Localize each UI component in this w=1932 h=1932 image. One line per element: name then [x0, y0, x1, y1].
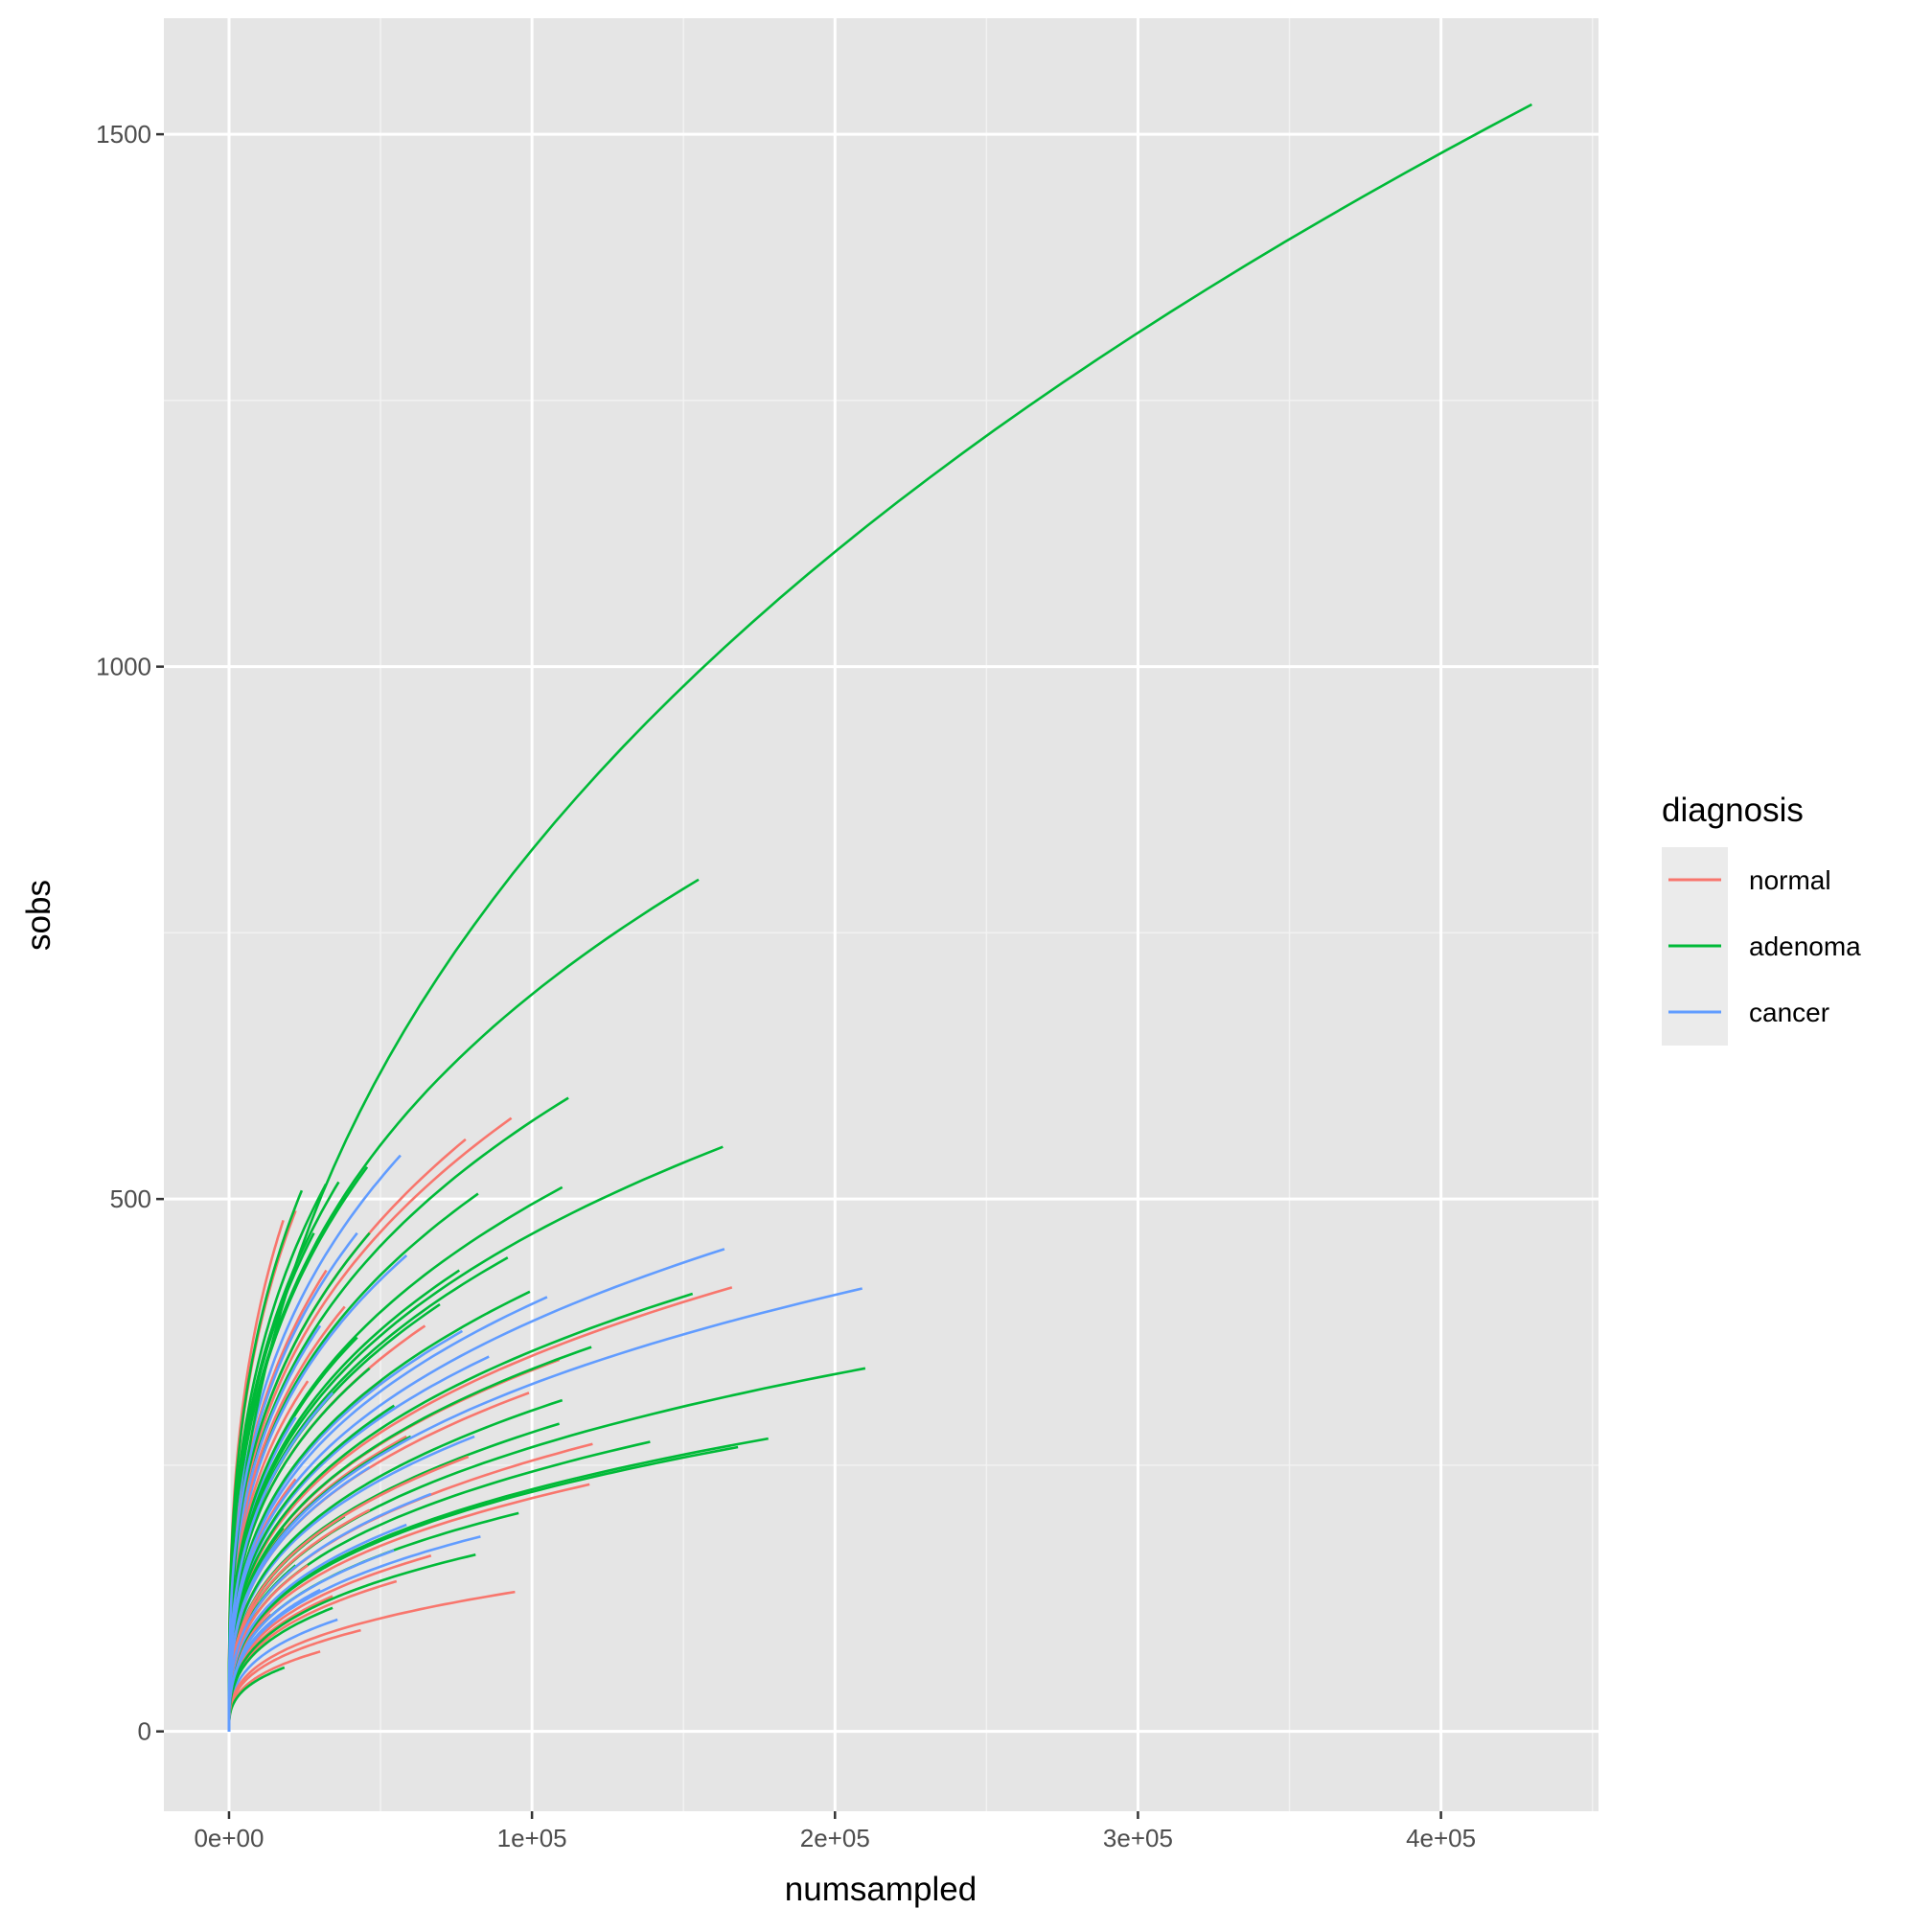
axes: 0e+00 1e+05 2e+05 3e+05 4e+05 0 500 1000 1500: [96, 120, 1476, 1852]
x-tick-label: 3e+05: [1103, 1824, 1173, 1852]
legend-title: diagnosis: [1662, 792, 1804, 829]
x-tick-label: 1e+05: [497, 1824, 567, 1852]
x-tick-label: 0e+00: [194, 1824, 264, 1852]
grid-lines: [164, 18, 1598, 1811]
legend-label-normal: normal: [1749, 865, 1831, 895]
legend-label-cancer: cancer: [1749, 998, 1829, 1027]
curve-adenoma: [227, 1292, 694, 1732]
curve-adenoma: [227, 1398, 564, 1732]
curve-cancer: [227, 1248, 725, 1732]
y-tick-label: 1000: [96, 653, 151, 681]
curve-normal: [227, 1590, 516, 1732]
curve-cancer: [227, 1296, 548, 1732]
x-tick-label: 2e+05: [800, 1824, 870, 1852]
curves: [227, 103, 1533, 1732]
curve-cancer: [227, 1588, 321, 1732]
legend: diagnosis normal adenoma cancer: [1662, 792, 1861, 1046]
curve-adenoma: [227, 103, 1533, 1732]
y-axis-title: sobs: [20, 880, 58, 951]
curve-cancer: [227, 1231, 358, 1732]
curve-cancer: [227, 1392, 334, 1732]
curve-adenoma: [227, 1552, 476, 1732]
panel-background: [164, 18, 1598, 1811]
curve-cancer: [227, 1466, 371, 1732]
x-axis-title: numsampled: [785, 1871, 977, 1908]
legend-label-adenoma: adenoma: [1749, 932, 1861, 961]
x-tick-label: 4e+05: [1406, 1824, 1476, 1852]
y-tick-label: 0: [138, 1717, 151, 1746]
curve-cancer: [227, 1492, 432, 1732]
curve-adenoma: [227, 1185, 564, 1732]
y-tick-label: 500: [110, 1184, 151, 1213]
y-tick-label: 1500: [96, 120, 151, 149]
